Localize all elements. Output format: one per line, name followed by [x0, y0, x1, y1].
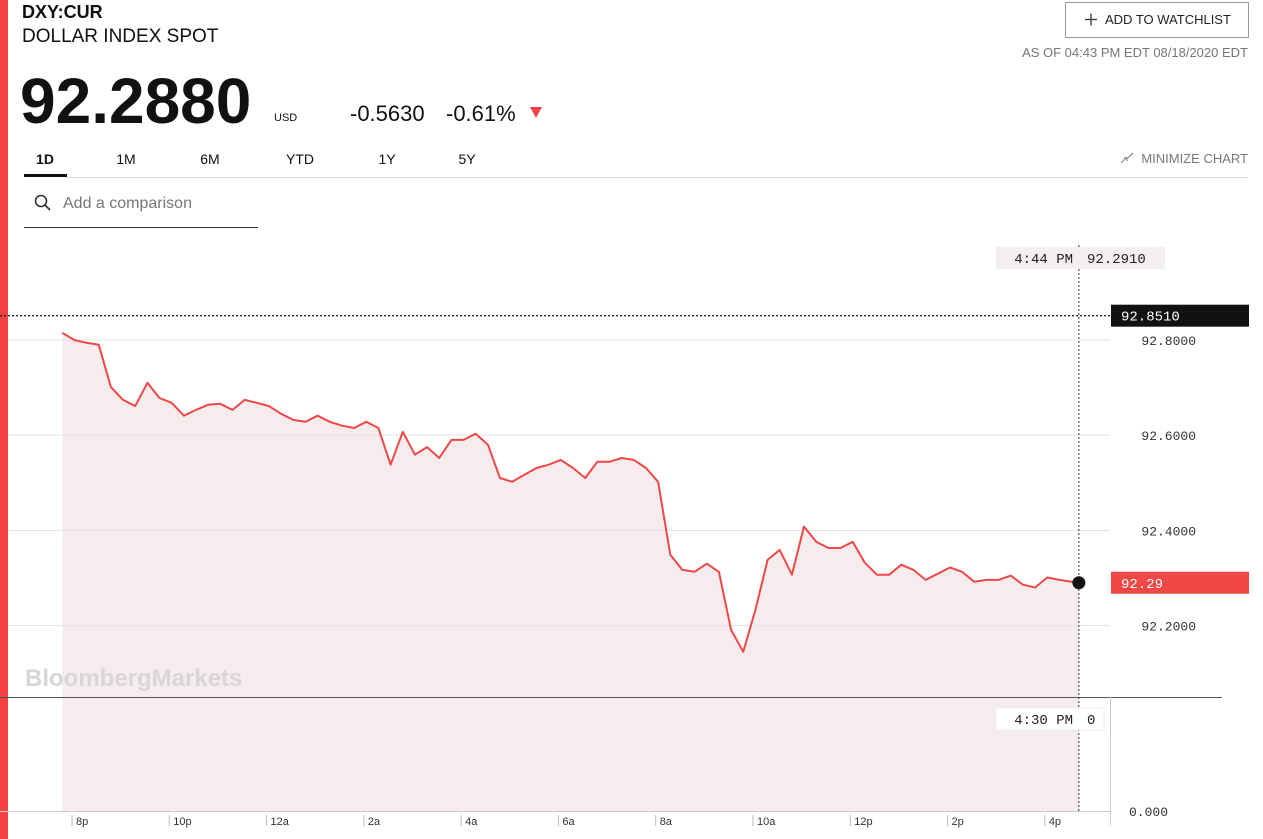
x-tick-label: 6a: [562, 816, 575, 828]
search-placeholder: Add a comparison: [63, 195, 192, 212]
down-arrow: [530, 107, 542, 118]
volume-crosshair-box: [995, 707, 1105, 731]
plot: 92.8000 92.6000 92.4000 92.2000 BloombergMar…: [0, 245, 1249, 828]
plus-icon: [1085, 13, 1097, 26]
change-percent: -0.61%: [446, 101, 516, 126]
tab[interactable]: 5Y: [458, 151, 476, 167]
x-tick-label: 10a: [757, 816, 776, 828]
price: 92.2880: [20, 65, 251, 137]
minimize-icon: [1120, 152, 1134, 164]
y-tick-label: 92.6000: [1141, 429, 1196, 444]
ticker: DXY:CUR: [22, 2, 103, 22]
search-box[interactable]: Add a comparison: [24, 194, 258, 228]
last-value-label: 92.29: [1121, 577, 1163, 593]
tab[interactable]: YTD: [286, 151, 314, 167]
watchlist-button[interactable]: ADD TO WATCHLIST: [1065, 2, 1249, 38]
y-tick-label: 92.4000: [1141, 524, 1196, 539]
volume-crosshair-value: 0: [1087, 713, 1095, 729]
x-tick-label: 2p: [952, 816, 964, 828]
y-tick-label: 92.8000: [1141, 334, 1196, 349]
tab[interactable]: 1M: [116, 151, 135, 167]
minimize-label: MINIMIZE CHART: [1141, 151, 1248, 166]
tab[interactable]: 1D: [36, 151, 54, 167]
tab[interactable]: 6M: [200, 151, 219, 167]
crosshair-value: 92.2910: [1087, 252, 1146, 268]
active-tab-underline: [24, 174, 67, 177]
x-tick-label: 4p: [1049, 816, 1061, 828]
accent-bar: [0, 0, 8, 839]
y-tick-label: 92.2000: [1141, 620, 1196, 635]
reference-label-box: [1111, 304, 1249, 327]
search-icon-handle: [44, 204, 51, 211]
button-label: ADD TO WATCHLIST: [1105, 12, 1231, 27]
x-tick-label: 8a: [660, 816, 673, 828]
last-point: [1072, 576, 1086, 590]
crosshair-box: [996, 247, 1165, 269]
volume-crosshair-time: 4:30 PM: [1014, 713, 1073, 729]
search-icon: [34, 194, 48, 208]
x-tick-label: 12p: [854, 816, 872, 828]
watermark: BloombergMarkets: [25, 665, 242, 692]
minimize-button[interactable]: MINIMIZE CHART: [1120, 151, 1248, 166]
x-tick-label: 12a: [271, 816, 290, 828]
reference-label: 92.8510: [1121, 310, 1180, 326]
last-value-box: [1111, 571, 1249, 594]
x-tick-label: 10p: [173, 816, 191, 828]
x-tick-label: 8p: [76, 816, 88, 828]
volume-axis-label: 0.000: [1129, 805, 1168, 820]
currency: USD: [274, 112, 297, 124]
tab[interactable]: 1Y: [378, 151, 396, 167]
x-tick-label: 4a: [465, 816, 478, 828]
change: -0.5630: [350, 101, 425, 126]
x-tick-label: 2a: [368, 816, 381, 828]
as-of: AS OF 04:43 PM EDT 08/18/2020 EDT: [1022, 45, 1248, 60]
instrument-name: DOLLAR INDEX SPOT: [22, 26, 219, 47]
tabs: 1D 1M 6M YTD 1Y 5Y: [36, 151, 476, 167]
area-fill: [62, 332, 1079, 811]
crosshair-time: 4:44 PM: [1014, 252, 1073, 268]
price-line: [61, 331, 1080, 653]
